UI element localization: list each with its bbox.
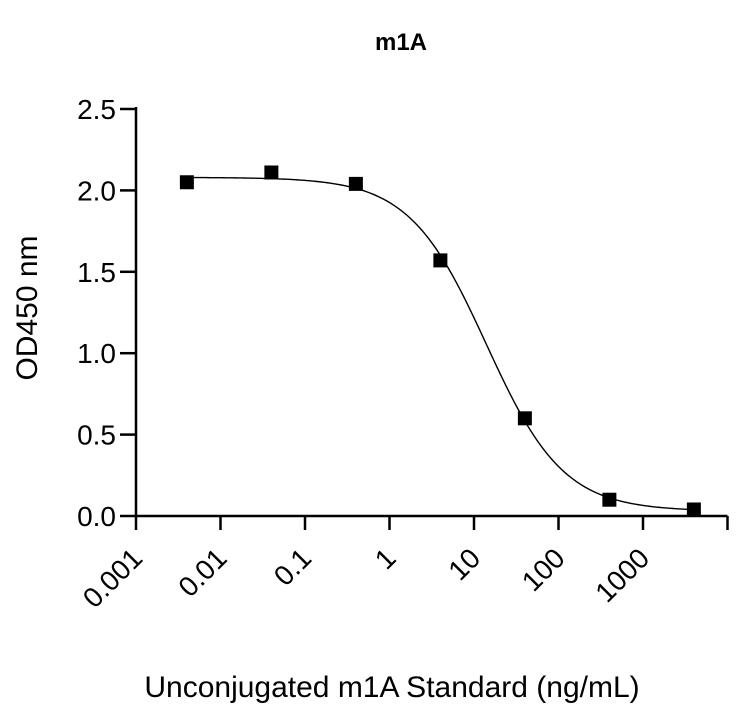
- y-tick-label: 2.5: [77, 94, 116, 125]
- fit-curve: [186, 176, 694, 511]
- y-tick-label: 1.0: [77, 338, 116, 369]
- x-axis: 0.001 0.01 0.1 1 10 100 1000: [77, 514, 729, 614]
- data-point: [517, 411, 532, 426]
- data-point: [602, 492, 617, 507]
- x-tick-label: 0.1: [268, 542, 317, 591]
- chart-title: m1A: [375, 29, 427, 56]
- data-point: [348, 176, 363, 191]
- y-axis-label: OD450 nm: [11, 235, 44, 380]
- x-tick-label: 10: [442, 542, 486, 586]
- x-tick-label: 0.01: [172, 542, 232, 602]
- y-tick-label: 0.0: [77, 501, 116, 532]
- data-point: [179, 175, 194, 190]
- data-point: [433, 253, 448, 268]
- y-tick-label: 0.5: [77, 420, 116, 451]
- data-points: [179, 165, 701, 517]
- fit-curve-group: [186, 176, 694, 511]
- x-tick-label: 100: [516, 542, 571, 597]
- data-point: [264, 165, 279, 180]
- x-tick-label: 0.001: [77, 542, 148, 613]
- y-tick-label: 2.0: [77, 175, 116, 206]
- x-tick-label: 1000: [589, 542, 655, 608]
- y-axis: 0.0 0.5 1.0 1.5 2.0 2.5: [77, 94, 138, 532]
- x-axis-label: Unconjugated m1A Standard (ng/mL): [144, 671, 639, 704]
- y-tick-label: 1.5: [77, 257, 116, 288]
- data-point: [686, 502, 701, 517]
- x-tick-label: 1: [369, 542, 402, 575]
